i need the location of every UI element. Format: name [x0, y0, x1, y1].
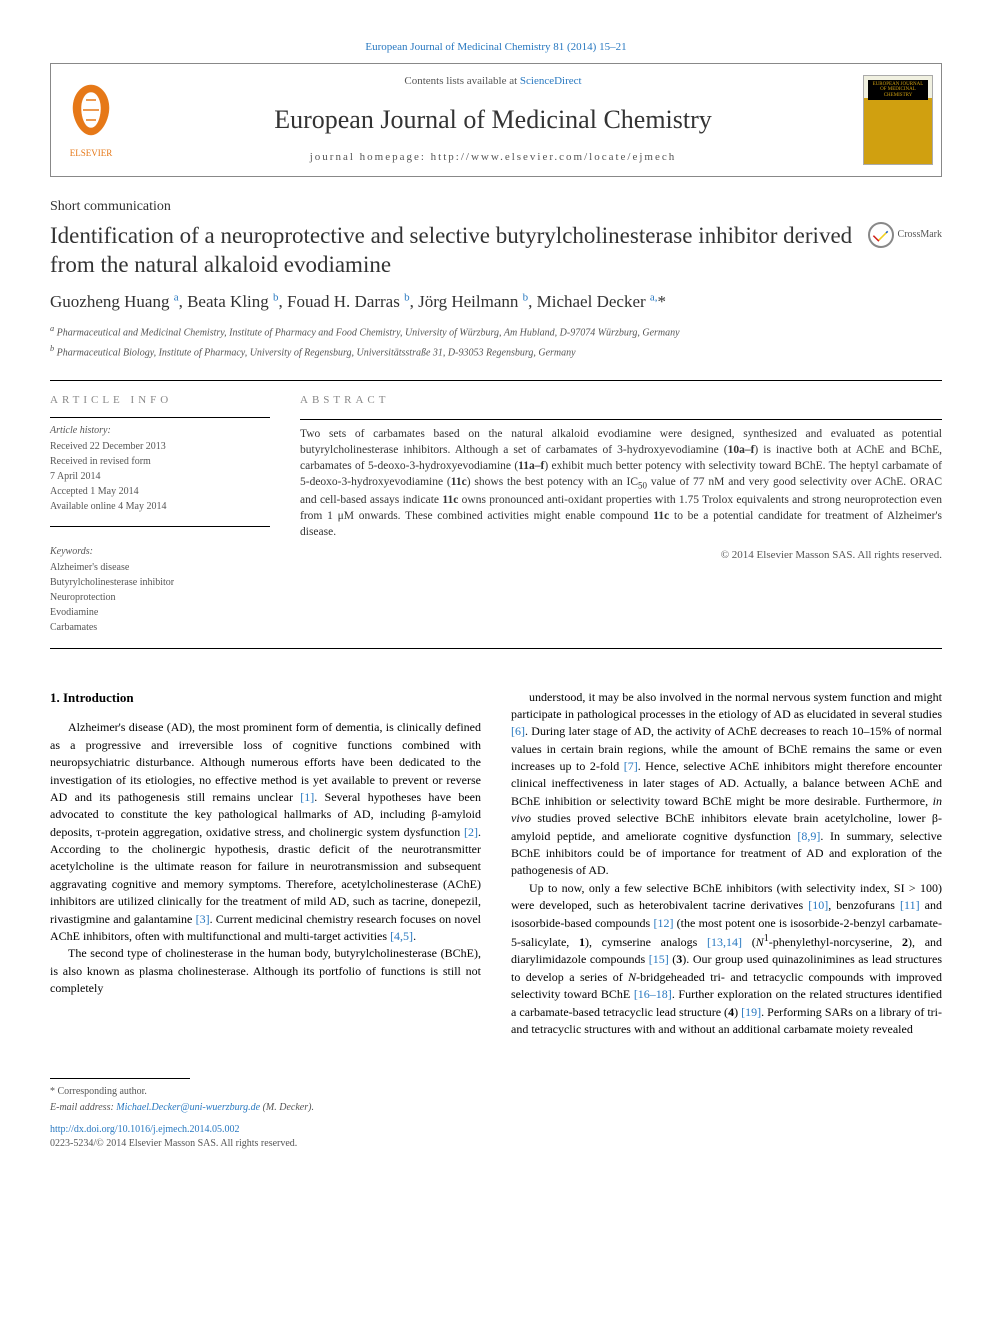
history-label: Article history:: [50, 424, 270, 438]
homepage-url[interactable]: http://www.elsevier.com/locate/ejmech: [431, 151, 677, 163]
elsevier-label: ELSEVIER: [61, 147, 121, 160]
history-line: 7 April 2014: [50, 470, 270, 484]
homepage-line: journal homepage: http://www.elsevier.co…: [141, 150, 845, 165]
journal-name: European Journal of Medicinal Chemistry: [141, 102, 845, 138]
history-line: Received 22 December 2013: [50, 440, 270, 454]
body-paragraph: The second type of cholinesterase in the…: [50, 945, 481, 997]
issn-copyright: 0223-5234/© 2014 Elsevier Masson SAS. Al…: [50, 1137, 942, 1151]
keyword: Alzheimer's disease: [50, 561, 270, 575]
abstract-panel: ABSTRACT Two sets of carbamates based on…: [300, 393, 942, 635]
body-text: 1. Introduction Alzheimer's disease (AD)…: [50, 689, 942, 1039]
keyword: Butyrylcholinesterase inhibitor: [50, 576, 270, 590]
journal-reference: European Journal of Medicinal Chemistry …: [50, 40, 942, 55]
crossmark-label: CrossMark: [898, 228, 942, 242]
history-line: Available online 4 May 2014: [50, 500, 270, 514]
affiliation-line: a Pharmaceutical and Medicinal Chemistry…: [50, 323, 942, 340]
corresponding-author-note: * Corresponding author.: [50, 1085, 942, 1099]
doi-link[interactable]: http://dx.doi.org/10.1016/j.ejmech.2014.…: [50, 1124, 240, 1135]
article-info-heading: ARTICLE INFO: [50, 393, 270, 408]
journal-cover-thumbnail: EUROPEAN JOURNAL OF MEDICINAL CHEMISTRY: [863, 75, 933, 165]
body-paragraph: Up to now, only a few selective BChE inh…: [511, 880, 942, 1039]
column-right: understood, it may be also involved in t…: [511, 689, 942, 1039]
abstract-text: Two sets of carbamates based on the natu…: [300, 426, 942, 540]
affiliation-line: b Pharmaceutical Biology, Institute of P…: [50, 343, 942, 360]
crossmark-badge[interactable]: CrossMark: [868, 222, 942, 248]
abstract-heading: ABSTRACT: [300, 393, 942, 408]
footer-block: * Corresponding author. E-mail address: …: [50, 1078, 942, 1151]
separator: [50, 380, 942, 381]
email-line: E-mail address: Michael.Decker@uni-wuerz…: [50, 1101, 942, 1115]
crossmark-icon: [868, 222, 894, 248]
keyword: Neuroprotection: [50, 591, 270, 605]
body-paragraph: understood, it may be also involved in t…: [511, 689, 942, 880]
article-info-panel: ARTICLE INFO Article history: Received 2…: [50, 393, 270, 635]
keywords-label: Keywords:: [50, 545, 270, 559]
keyword: Evodiamine: [50, 606, 270, 620]
article-type: Short communication: [50, 197, 942, 217]
affiliations: a Pharmaceutical and Medicinal Chemistry…: [50, 323, 942, 360]
contents-available-line: Contents lists available at ScienceDirec…: [141, 74, 845, 89]
separator: [50, 648, 942, 649]
history-line: Received in revised form: [50, 455, 270, 469]
doi-line: http://dx.doi.org/10.1016/j.ejmech.2014.…: [50, 1123, 942, 1137]
section-heading-intro: 1. Introduction: [50, 689, 481, 708]
keyword: Carbamates: [50, 621, 270, 635]
article-title: Identification of a neuroprotective and …: [50, 222, 858, 280]
body-paragraph: Alzheimer's disease (AD), the most promi…: [50, 719, 481, 945]
journal-header: ELSEVIER Contents lists available at Sci…: [50, 63, 942, 176]
elsevier-logo: ELSEVIER: [51, 70, 131, 170]
sciencedirect-link[interactable]: ScienceDirect: [520, 75, 582, 87]
email-link[interactable]: Michael.Decker@uni-wuerzburg.de: [116, 1102, 260, 1113]
abstract-copyright: © 2014 Elsevier Masson SAS. All rights r…: [300, 548, 942, 563]
history-line: Accepted 1 May 2014: [50, 485, 270, 499]
column-left: 1. Introduction Alzheimer's disease (AD)…: [50, 689, 481, 1039]
authors-list: Guozheng Huang a, Beata Kling b, Fouad H…: [50, 290, 942, 314]
